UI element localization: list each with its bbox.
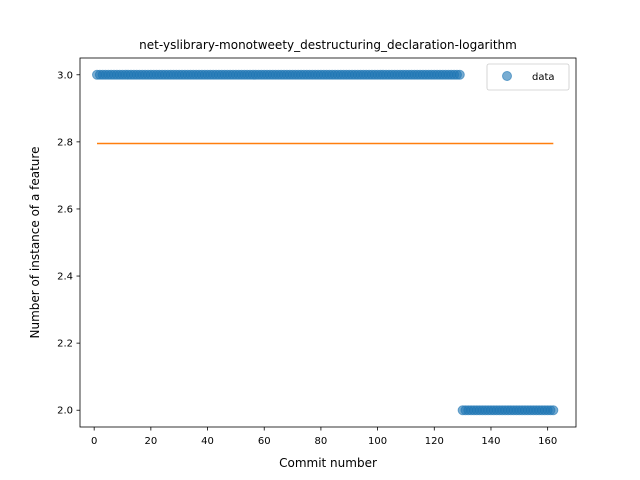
plot-area bbox=[92, 69, 559, 416]
x-tick-label: 140 bbox=[481, 436, 500, 447]
y-tick-label: 2.8 bbox=[57, 137, 73, 148]
legend-label-data: data bbox=[532, 72, 555, 83]
data-point bbox=[548, 405, 559, 416]
chart-title: net-yslibrary-monotweety_destructuring_d… bbox=[139, 38, 517, 52]
legend-box bbox=[486, 63, 570, 91]
legend-marker-data bbox=[502, 71, 512, 81]
x-tick-label: 0 bbox=[91, 436, 97, 447]
axes-frame bbox=[79, 57, 577, 428]
x-tick-label: 40 bbox=[201, 436, 214, 447]
x-tick-label: 120 bbox=[425, 436, 444, 447]
y-tick-label: 2.4 bbox=[57, 272, 73, 283]
x-tick-label: 20 bbox=[144, 436, 157, 447]
x-axis-title: Commit number bbox=[279, 456, 377, 470]
legend: data bbox=[486, 63, 570, 91]
x-tick-label: 60 bbox=[258, 436, 271, 447]
y-tick-label: 2.2 bbox=[57, 339, 73, 350]
y-tick-label: 2.6 bbox=[57, 204, 73, 215]
x-tick-label: 100 bbox=[368, 436, 387, 447]
y-tick-label: 2.0 bbox=[57, 406, 73, 417]
y-axis-title: Number of instance of a feature bbox=[28, 147, 42, 339]
x-tick-label: 80 bbox=[315, 436, 328, 447]
y-tick-label: 3.0 bbox=[57, 70, 73, 81]
x-axis: 0 20 40 60 80 100 120 140 160 bbox=[91, 427, 557, 447]
x-tick-label: 160 bbox=[538, 436, 557, 447]
y-axis: 2.0 2.2 2.4 2.6 2.8 3.0 bbox=[57, 70, 80, 417]
data-point bbox=[454, 69, 465, 80]
